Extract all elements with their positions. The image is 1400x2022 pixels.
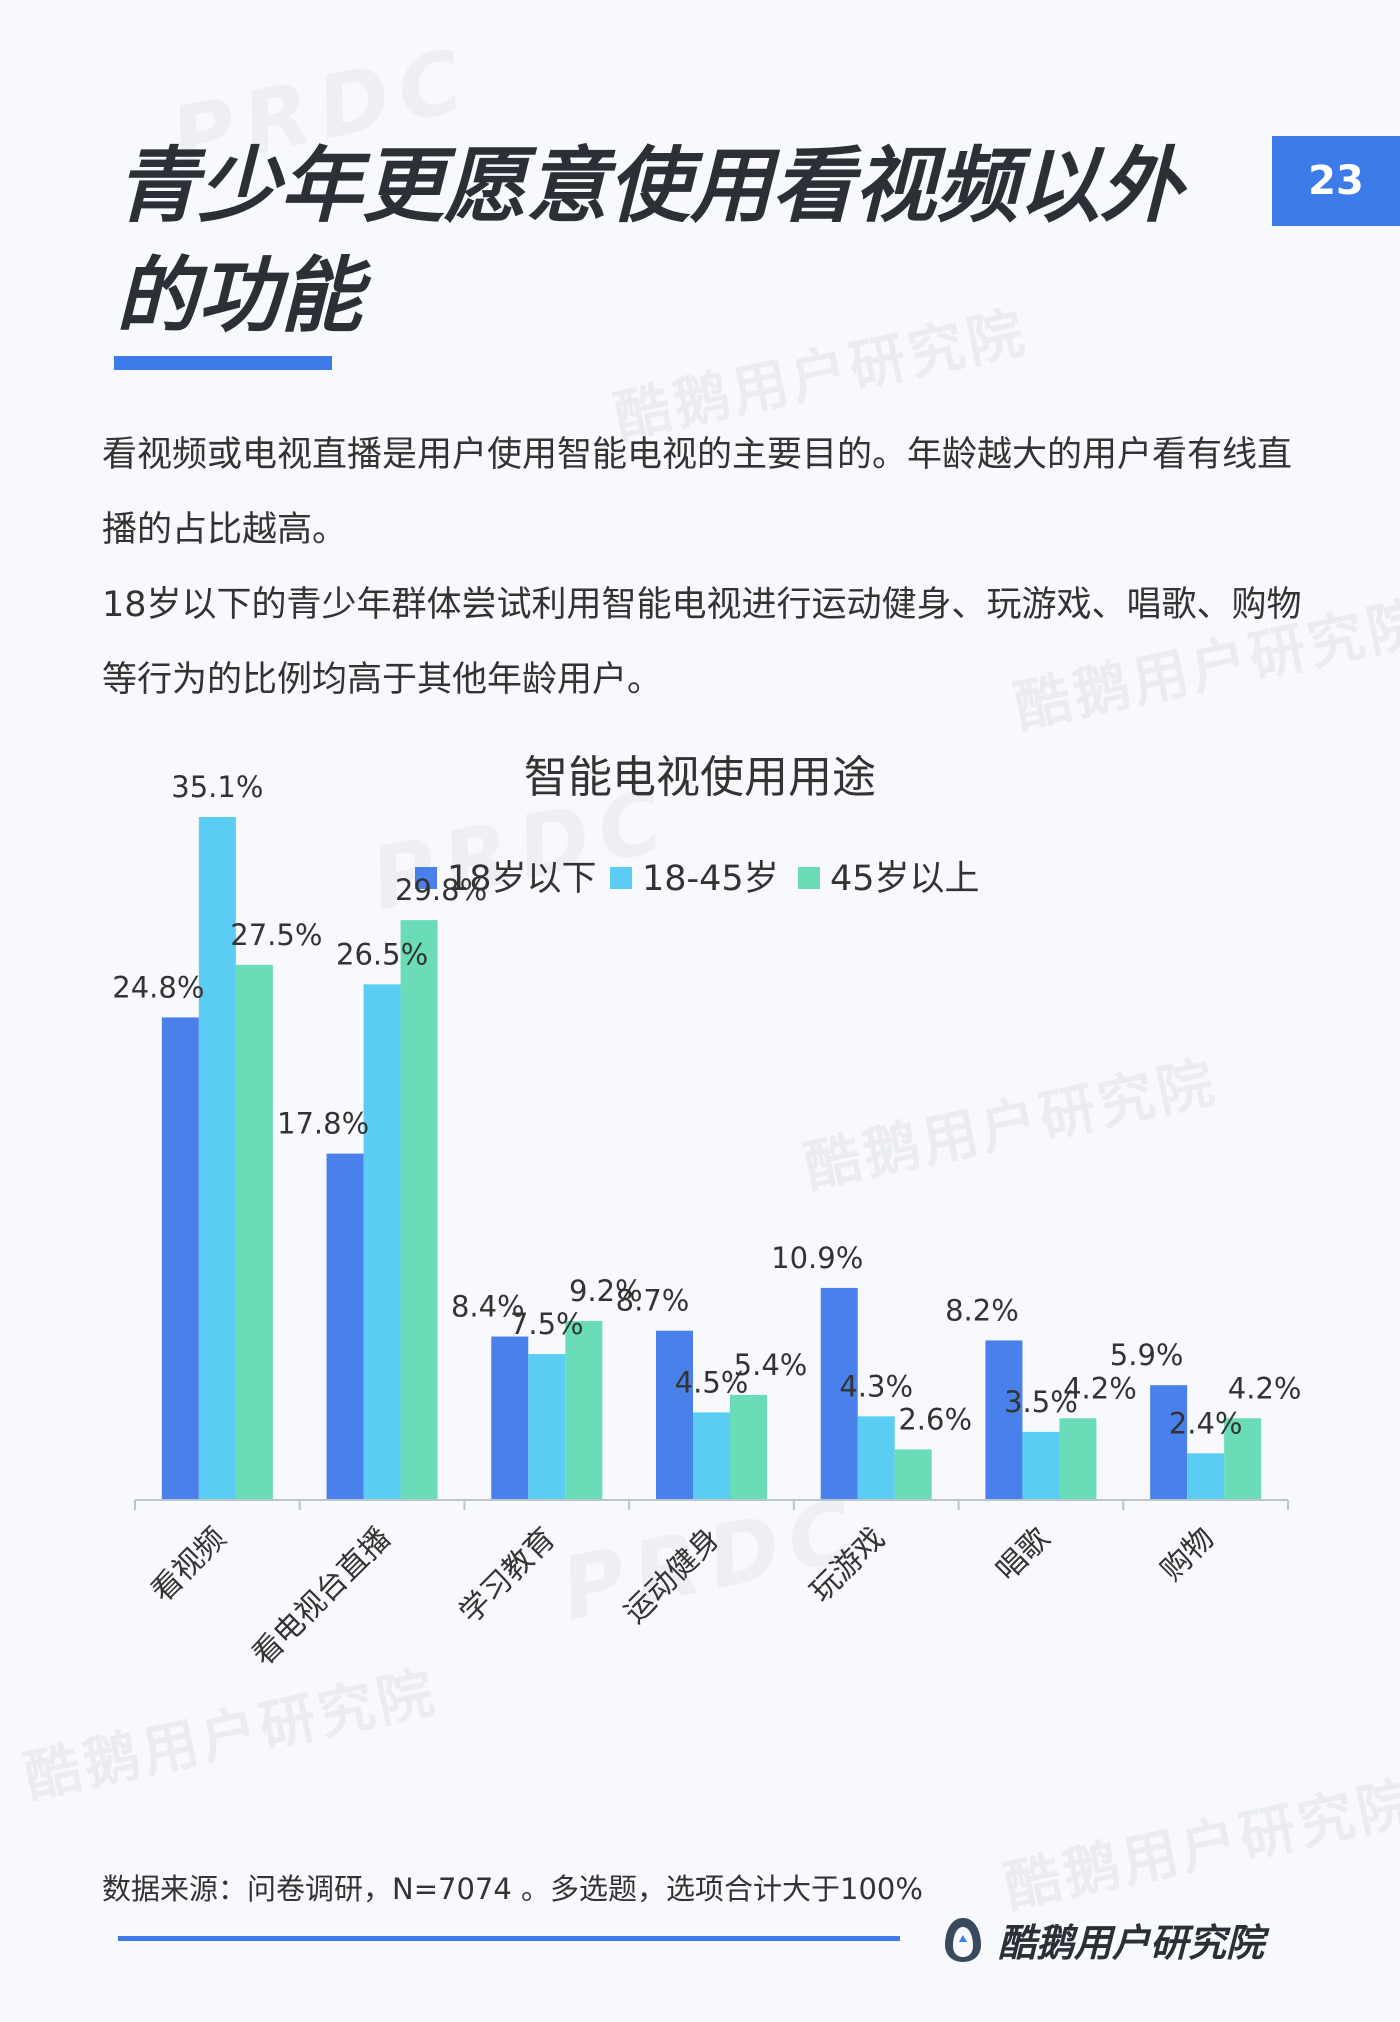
bar [1150,1385,1188,1500]
bar-value-label: 8.2% [945,1293,1019,1327]
bar-value-label: 4.2% [1063,1371,1137,1405]
bar-value-label: 5.4% [734,1348,808,1382]
bar [161,1017,199,1500]
bar [1187,1453,1225,1500]
x-axis-category-label: 玩游戏 [803,1521,891,1609]
page-number-badge: 23 [1272,136,1400,226]
legend-label: 18-45岁 [642,859,779,899]
bar-value-label: 27.5% [230,918,322,952]
bar [693,1412,730,1500]
bar [400,920,438,1500]
title-underline [114,356,332,370]
bar [528,1354,566,1500]
x-axis-category-label: 看电视台直播 [246,1521,398,1673]
bar [894,1449,932,1500]
brand-name: 酷鹅用户研究院 [998,1921,1265,1965]
bar [235,964,273,1500]
intro-text: 看视频或电视直播是用户使用智能电视的主要目的。年龄越大的用户看有线直播的占比越高… [102,418,1322,718]
intro-paragraph-2: 18岁以下的青少年群体尝试利用智能电视进行运动健身、玩游戏、唱歌、购物等行为的比… [102,585,1302,700]
bar-value-label: 4.5% [675,1365,749,1399]
chart-title: 智能电视使用用途 [524,752,876,803]
chart-legend: 18岁以下 18-45岁 45岁以上 [415,859,980,899]
bar [363,984,401,1500]
bar-value-label: 9.2% [569,1274,643,1308]
x-axis-category-label: 看视频 [145,1521,233,1609]
bar-value-label: 24.8% [112,970,204,1004]
bar-value-label: 7.5% [510,1307,584,1341]
bar-value-label: 5.9% [1110,1338,1184,1372]
bar-value-label: 3.5% [1004,1385,1078,1419]
intro-paragraph-1: 看视频或电视直播是用户使用智能电视的主要目的。年龄越大的用户看有线直播的占比越高… [102,435,1293,550]
bar [820,1287,858,1500]
bar-value-label: 2.4% [1169,1406,1243,1440]
x-axis-category-label: 学习教育 [453,1521,563,1631]
bar [491,1336,529,1500]
chart-x-axis: 看视频 看电视台直播 学习教育 运动健身 玩游戏 唱歌 购物 [134,1499,1289,1673]
bar [730,1394,767,1500]
bar-value-label: 10.9% [771,1241,863,1275]
bar-value-label: 8.4% [451,1290,525,1324]
footer-divider [118,1936,900,1941]
bar [857,1416,895,1500]
bar [565,1320,603,1500]
bar [1059,1418,1097,1500]
legend-label: 45岁以上 [830,859,980,899]
penguin-logo-icon [945,1917,981,1962]
watermark-text: 酷鹅用户研究院 [998,1769,1400,1921]
usage-bar-chart: 智能电视使用用途 18岁以下 18-45岁 45岁以上 24.8% 35.1% 27.5… [112,752,1301,1673]
legend-swatch [798,867,820,889]
x-axis-category-label: 唱歌 [989,1521,1056,1588]
chart-data-labels: 24.8% 35.1% 27.5% 17.8% 26.5% 29.8% 8.4%7.5%9.… [112,770,1301,1440]
x-axis-category-label: 运动健身 [618,1521,728,1631]
chart-bars [161,816,1262,1500]
page-title: 青少年更愿意使用看视频以外的功能 [116,139,1182,344]
bar-value-label: 2.6% [898,1402,972,1436]
bar [1022,1431,1060,1500]
bar-value-label: 8.7% [616,1284,690,1318]
bar [1224,1418,1262,1500]
data-source-note: 数据来源：问卷调研，N=7074 。多选题，选项合计大于100% [102,1872,923,1906]
bar [985,1340,1023,1500]
bar-value-label: 4.3% [839,1369,913,1403]
bar [198,816,236,1500]
legend-swatch [610,867,632,889]
bar [656,1330,693,1500]
footer-brand: 酷鹅用户研究院 [938,1912,1264,1967]
bar-value-label: 35.1% [171,770,263,804]
legend-label: 18岁以下 [447,859,597,899]
bar-value-label: 29.8% [395,873,487,907]
bar [326,1153,364,1500]
bar-value-label: 17.8% [277,1107,369,1141]
x-axis-category-label: 购物 [1154,1521,1221,1588]
bar-value-label: 4.2% [1228,1371,1302,1405]
bar-value-label: 26.5% [336,937,428,971]
legend-swatch [415,867,437,889]
